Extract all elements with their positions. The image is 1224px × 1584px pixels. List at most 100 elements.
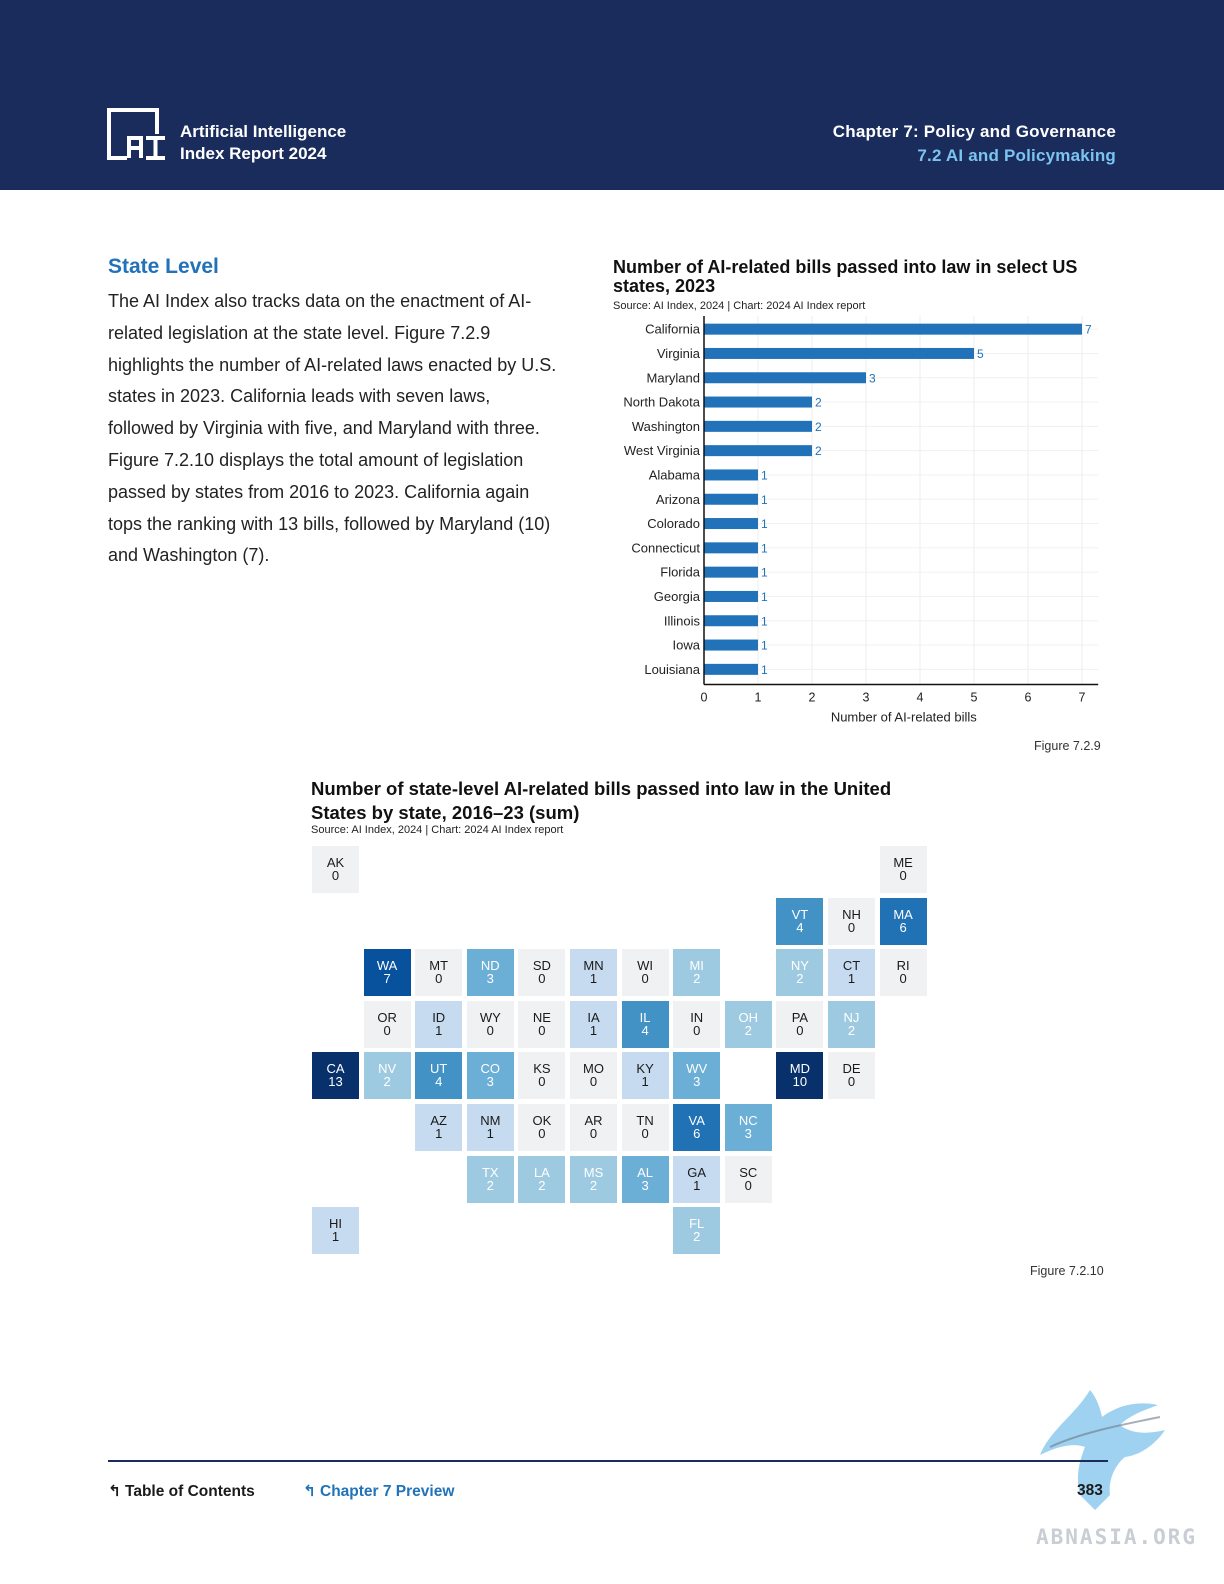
state-code: TN — [636, 1113, 654, 1128]
state-code: CA — [326, 1061, 345, 1077]
state-value: 2 — [486, 1177, 494, 1193]
state-tile-wa: WA 7 — [363, 949, 411, 997]
state-value: 1 — [589, 1022, 598, 1038]
bar — [704, 663, 758, 675]
figure-label-7-2-9: Figure 7.2.9 — [1034, 739, 1101, 753]
category-label: Arizona — [656, 492, 701, 507]
state-code: MO — [583, 1061, 604, 1077]
state-code: OR — [377, 1009, 397, 1025]
bar-chart: California 7 Virginia 5 Maryland 3 North Dakot… — [623, 316, 1099, 725]
tile-map-source: Source: AI Index, 2024 | Chart: 2024 AI … — [311, 824, 564, 836]
state-tile-tx: TX 2 — [466, 1155, 514, 1203]
state-code: WY — [479, 1009, 501, 1025]
state-value: 3 — [486, 1074, 494, 1090]
state-value: 6 — [693, 1126, 701, 1141]
brand-title: Artificial Intelligence Index Report 202… — [180, 121, 346, 165]
watermark-text: ABNASIA.ORG — [1036, 1525, 1198, 1549]
state-tile-il: IL 4 — [621, 1000, 669, 1048]
state-tile-sd: SD 0 — [518, 949, 566, 997]
bar — [704, 518, 758, 530]
state-value: 1 — [847, 971, 856, 987]
state-tile-or: OR 0 — [363, 1000, 411, 1048]
brand-line-2: Index Report 2024 — [180, 144, 327, 163]
state-tile-pa: PA 0 — [776, 1000, 824, 1048]
state-value: 0 — [693, 1022, 701, 1038]
state-code: MT — [429, 958, 449, 974]
state-tile-mn: MN 1 — [570, 949, 617, 997]
state-code: SC — [739, 1164, 758, 1180]
state-code: UT — [430, 1061, 448, 1077]
bar — [704, 542, 758, 554]
state-code: MI — [689, 958, 704, 974]
chapter-heading: Chapter 7: Policy and Governance 7.2 AI … — [833, 120, 1116, 168]
category-label: Georgia — [654, 589, 701, 604]
footer-divider — [108, 1460, 1108, 1462]
category-label: West Virginia — [624, 443, 701, 458]
bar — [704, 445, 812, 457]
category-label: Florida — [660, 565, 701, 580]
state-value: 2 — [589, 1177, 598, 1193]
bar — [704, 615, 758, 627]
state-tile-in: IN 0 — [673, 1000, 721, 1048]
category-label: California — [645, 322, 701, 337]
state-value: 0 — [899, 971, 907, 987]
section-link[interactable]: 7.2 AI and Policymaking — [917, 146, 1116, 165]
state-tile-me: ME 0 — [879, 846, 927, 893]
state-code: WV — [686, 1061, 708, 1077]
brand-line-1: Artificial Intelligence — [180, 122, 347, 141]
state-tile-nm: NM 1 — [466, 1104, 514, 1151]
state-code: NE — [532, 1009, 551, 1025]
state-value: 1 — [435, 1126, 443, 1141]
state-tile-la: LA 2 — [518, 1155, 566, 1203]
return-arrow-icon: ↰ — [303, 1483, 316, 1500]
bar — [704, 469, 758, 481]
state-value: 0 — [589, 1074, 598, 1090]
state-tile-ca: CA 13 — [312, 1052, 359, 1100]
griffin-watermark-icon — [1040, 1390, 1165, 1510]
state-code: OH — [738, 1009, 759, 1025]
data-label: 1 — [761, 663, 768, 677]
data-label: 1 — [761, 590, 768, 604]
state-value: 4 — [435, 1074, 443, 1090]
state-value: 0 — [383, 1022, 391, 1038]
state-code: AL — [637, 1164, 654, 1180]
state-value: 13 — [328, 1074, 343, 1090]
tile-map-title: Number of state-level AI-related bills p… — [311, 778, 892, 823]
chapter-preview-link[interactable]: ↰ Chapter 7 Preview — [303, 1482, 454, 1501]
page-number: 383 — [1077, 1482, 1103, 1499]
state-tile-ar: AR 0 — [570, 1104, 617, 1151]
state-tile-ak: AK 0 — [312, 846, 359, 893]
state-code: WA — [376, 958, 398, 974]
state-tile-ri: RI 0 — [879, 949, 927, 997]
state-value: 0 — [847, 919, 856, 935]
state-code: GA — [687, 1164, 707, 1180]
state-tile-nv: NV 2 — [363, 1052, 411, 1100]
state-tile-ut: UT 4 — [415, 1052, 463, 1100]
data-label: 1 — [761, 639, 768, 653]
state-value: 4 — [641, 1022, 649, 1038]
state-tile-mo: MO 0 — [570, 1052, 617, 1100]
state-value: 0 — [538, 1126, 546, 1141]
state-tile-oh: OH 2 — [724, 1000, 772, 1048]
state-value: 2 — [693, 1229, 701, 1245]
table-of-contents-link[interactable]: ↰ Table of Contents — [108, 1482, 255, 1501]
x-tick-label: 2 — [809, 691, 816, 705]
bar-chart-source: Source: AI Index, 2024 | Chart: 2024 AI … — [613, 300, 866, 312]
state-code: OK — [532, 1113, 552, 1128]
state-tile-mi: MI 2 — [673, 949, 721, 997]
state-value: 1 — [589, 971, 598, 987]
state-tile-ms: MS 2 — [570, 1155, 617, 1203]
x-tick-label: 5 — [971, 691, 978, 705]
state-code: KY — [636, 1061, 654, 1077]
state-value: 4 — [796, 919, 804, 935]
state-code: CO — [480, 1061, 501, 1077]
state-tile-ok: OK 0 — [518, 1104, 566, 1151]
state-code: FL — [689, 1216, 705, 1232]
state-code: CT — [842, 958, 861, 974]
state-tile-fl: FL 2 — [673, 1207, 721, 1255]
state-tile-ne: NE 0 — [518, 1000, 566, 1048]
state-code: AZ — [430, 1113, 447, 1128]
state-value: 0 — [538, 1022, 546, 1038]
state-value: 0 — [331, 868, 340, 883]
state-code: IL — [639, 1009, 651, 1025]
